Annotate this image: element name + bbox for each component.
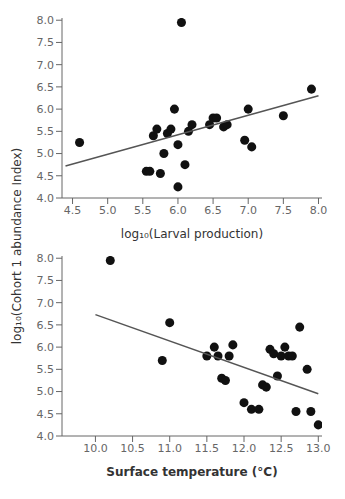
svg-text:6.5: 6.5	[204, 204, 222, 217]
svg-text:6.0: 6.0	[37, 341, 55, 354]
svg-text:11.5: 11.5	[195, 442, 220, 455]
svg-text:log₁₀(Larval production): log₁₀(Larval production)	[121, 227, 263, 241]
svg-text:7.5: 7.5	[275, 204, 293, 217]
svg-text:4.5: 4.5	[37, 408, 55, 421]
svg-text:10.0: 10.0	[83, 442, 108, 455]
svg-text:8.0: 8.0	[37, 252, 55, 265]
svg-text:8.0: 8.0	[310, 204, 328, 217]
svg-text:log₁₀(Cohort 1 abundance Index: log₁₀(Cohort 1 abundance Index)	[10, 148, 24, 344]
svg-text:11.0: 11.0	[157, 442, 182, 455]
svg-text:5.5: 5.5	[134, 204, 152, 217]
svg-text:5.5: 5.5	[37, 363, 55, 376]
svg-text:6.5: 6.5	[37, 319, 55, 332]
svg-text:10.5: 10.5	[120, 442, 145, 455]
svg-text:6.5: 6.5	[37, 81, 55, 94]
svg-text:4.5: 4.5	[64, 204, 82, 217]
svg-text:5.5: 5.5	[37, 125, 55, 138]
svg-text:8.0: 8.0	[37, 14, 55, 27]
svg-text:7.0: 7.0	[37, 59, 55, 72]
svg-text:5.0: 5.0	[37, 147, 55, 160]
svg-text:6.0: 6.0	[169, 204, 187, 217]
svg-text:7.0: 7.0	[239, 204, 257, 217]
svg-text:7.5: 7.5	[37, 274, 55, 287]
svg-text:Surface temperature (°C): Surface temperature (°C)	[106, 465, 277, 479]
svg-text:12.0: 12.0	[232, 442, 257, 455]
svg-text:7.0: 7.0	[37, 297, 55, 310]
svg-text:4.0: 4.0	[37, 192, 55, 205]
svg-text:5.0: 5.0	[37, 385, 55, 398]
svg-text:13.0: 13.0	[306, 442, 331, 455]
svg-text:5.0: 5.0	[99, 204, 117, 217]
svg-text:4.5: 4.5	[37, 170, 55, 183]
svg-text:4.0: 4.0	[37, 430, 55, 443]
svg-text:12.5: 12.5	[269, 442, 294, 455]
svg-text:6.0: 6.0	[37, 103, 55, 116]
svg-text:7.5: 7.5	[37, 36, 55, 49]
